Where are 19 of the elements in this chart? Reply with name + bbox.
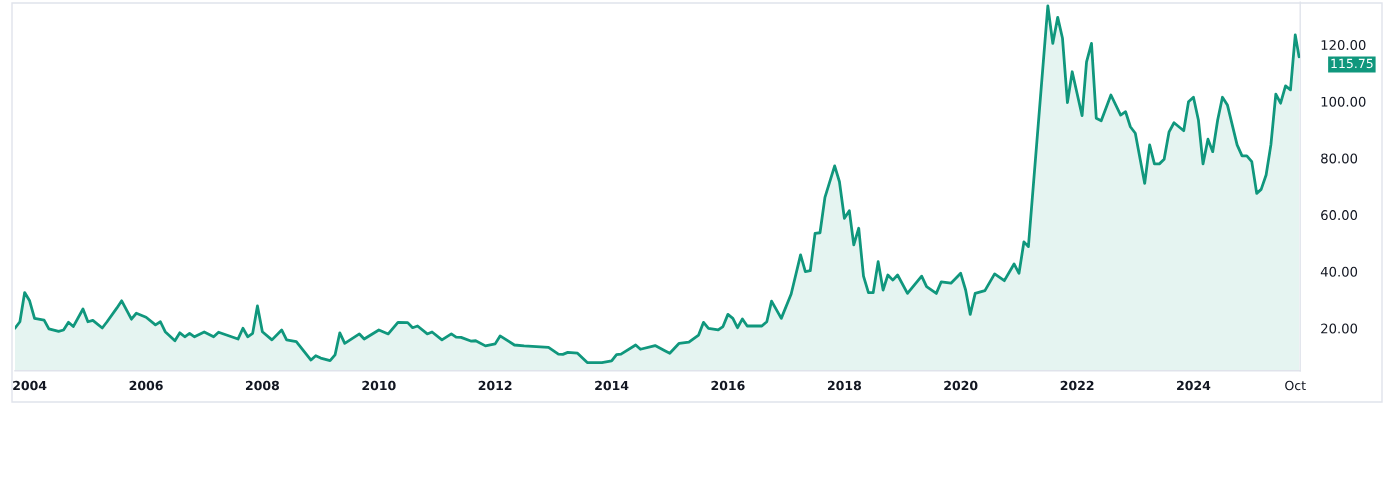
x-tick-label: 2016: [711, 380, 745, 391]
annotation: 115.75: [1331, 58, 1373, 69]
x-tick-label: 2014: [595, 380, 629, 391]
x-tick-label: 2010: [362, 380, 396, 391]
x-tick-label: 2018: [827, 380, 861, 391]
x-tick-label: 2012: [478, 380, 512, 391]
x-tick-label: 2020: [944, 380, 978, 391]
x-tick-label: 2022: [1060, 380, 1094, 391]
y-tick-label: 20.00: [1321, 323, 1358, 334]
y-tick-label: 100.00: [1321, 96, 1366, 107]
x-tick-label: 2008: [245, 380, 279, 391]
x-tick-label: Oct: [1285, 380, 1306, 391]
x-tick-label: 2024: [1177, 380, 1211, 391]
x-tick-label: 2004: [13, 380, 47, 391]
x-tick-label: 2006: [129, 380, 163, 391]
y-tick-label: 120.00: [1321, 40, 1366, 51]
y-tick-label: 60.00: [1321, 210, 1358, 221]
y-tick-label: 40.00: [1320, 266, 1358, 277]
y-tick-label: 80.00: [1321, 153, 1358, 164]
